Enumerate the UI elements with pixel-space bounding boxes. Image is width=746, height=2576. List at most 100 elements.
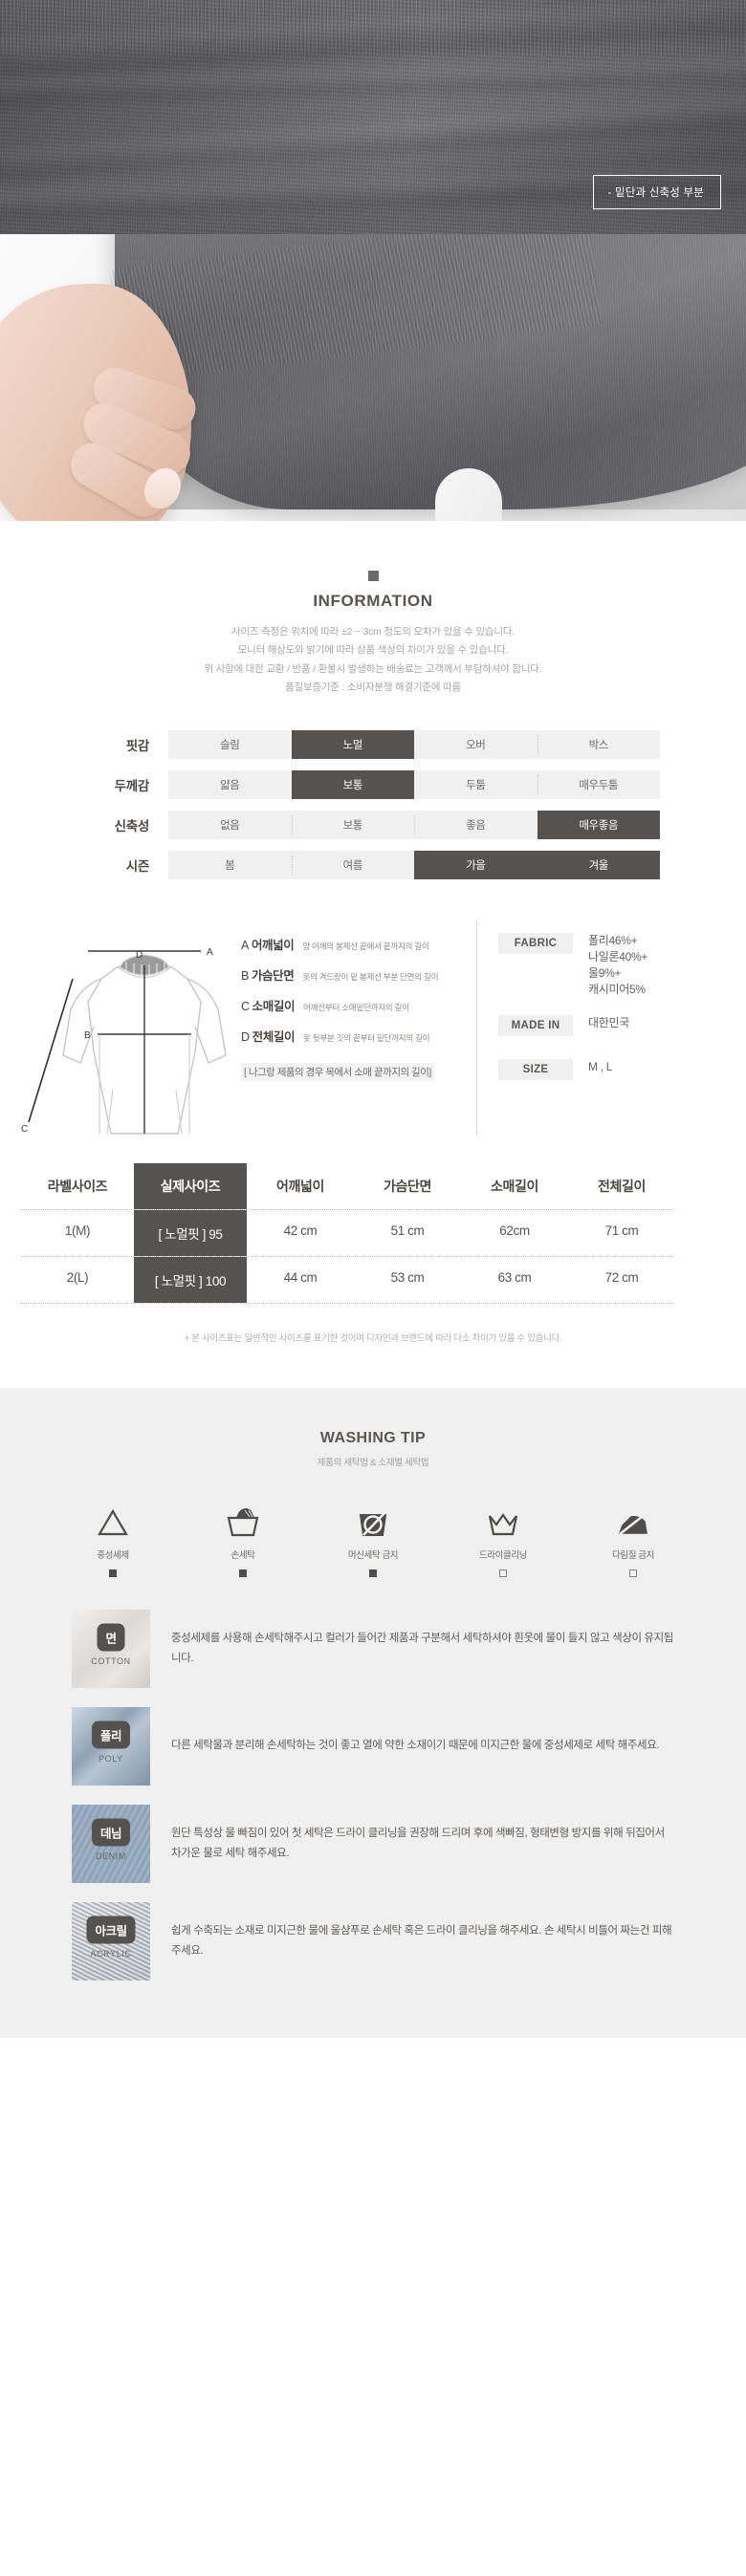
size-cell: 62cm — [499, 1223, 530, 1238]
fabric-badge: 폴리 — [91, 1721, 131, 1749]
fabric-swatch-poly: 폴리 POLY — [72, 1706, 150, 1786]
no-iron-icon — [618, 1511, 647, 1535]
washing-tip-subtitle: 제품의 세탁법 & 소재별 세탁법 — [317, 1457, 429, 1468]
attribute-option-selected[interactable]: 노멀 — [291, 729, 414, 759]
care-description: 원단 특성상 물 빠짐이 있어 첫 세탁은 드라이 클리닝을 권장해 드리며 후… — [171, 1827, 665, 1859]
size-table-header: 어깨넓이 — [276, 1178, 324, 1194]
information-line-3: 위 사항에 대한 교환 / 반품 / 환불시 발생하는 배송료는 고객께서 부담… — [204, 662, 542, 675]
size-cell-highlight: [ 노멀핏 ] 95 — [134, 1209, 247, 1256]
spec-tag-fabric: FABRIC — [498, 932, 573, 954]
size-table-header-highlight: 실제사이즈 — [134, 1162, 247, 1209]
legend-row-total: D 전체길이 옷 뒷부분 깃의 끝부터 밑단까지의 길이 — [241, 1027, 476, 1045]
attribute-option[interactable]: 좋음 — [414, 811, 538, 839]
measure-legend: A 어깨넓이 양 어깨의 봉제선 끝에서 끝까지의 길이 B 가슴단면 옷의 겨드랑… — [241, 920, 476, 1135]
size-table: 라벨사이즈 실제사이즈 어깨넓이 가슴단면 소매길이 전체길이 1(M) [ 노… — [21, 1162, 725, 1344]
legend-key: A 어깨넓이 — [241, 935, 295, 953]
attribute-option[interactable]: 없음 — [220, 819, 240, 832]
attribute-option[interactable]: 오버 — [466, 739, 486, 751]
svg-text:D: D — [136, 950, 143, 961]
rib-band — [0, 0, 746, 55]
attribute-label: 시즌 — [125, 858, 150, 874]
size-table-header: 소매길이 — [491, 1178, 538, 1194]
attribute-option[interactable]: 여름 — [291, 851, 415, 879]
care-item-acrylic: 아크릴 ACRYLIC 쉽게 수축되는 소재로 미지근한 물에 울샴푸로 손세탁… — [72, 1901, 674, 1981]
legend-desc: 어깨선부터 소매밑단까지의 길이 — [303, 1002, 409, 1012]
care-symbol-neutral-detergent: 중성세제 — [72, 1506, 154, 1577]
attribute-option-selected[interactable]: 보통 — [291, 769, 414, 799]
information-line-4: 품질보증기준 : 소비자분쟁 해결기준에 따름 — [285, 682, 461, 694]
garment-body — [109, 234, 746, 509]
attribute-scale: 얇음 보통 두툼 매우두툼 — [168, 769, 661, 799]
attribute-label: 핏감 — [125, 738, 150, 753]
care-symbol-label: 중성세제 — [97, 1549, 129, 1561]
legend-key: C 소매길이 — [241, 996, 295, 1014]
size-cell: 71 cm — [604, 1223, 639, 1238]
care-description: 다른 세탁물과 분리해 손세탁하는 것이 좋고 열에 약한 소재이기 때문에 미… — [171, 1740, 660, 1752]
care-item-denim: 데님 DENIM 원단 특성상 물 빠짐이 있어 첫 세탁은 드라이 클리닝을 … — [72, 1804, 674, 1883]
fabric-badge-en: POLY — [99, 1753, 123, 1764]
attribute-row-season: 시즌 봄 여름 가을 겨울 — [86, 850, 660, 879]
washing-tip-heading: WASHING TIP — [319, 1429, 427, 1446]
size-cell: 63 cm — [497, 1269, 532, 1285]
attribute-row-fit: 핏감 슬림 노멀 오버 박스 — [86, 729, 661, 759]
fabric-swatch-acrylic: 아크릴 ACRYLIC — [72, 1901, 150, 1981]
size-table-header: 라벨사이즈 — [47, 1178, 108, 1194]
garment-measure-diagram: A C — [13, 920, 241, 1135]
legend-key: B 가슴단면 — [241, 965, 295, 984]
attribute-option-selected[interactable]: 매우좋음 — [537, 810, 660, 839]
attribute-scale: 없음 보통 좋음 매우좋음 — [168, 810, 660, 839]
care-description: 중성세제를 사용해 손세탁해주시고 컬러가 들어간 제품과 구분해서 세탁하셔야… — [171, 1632, 673, 1664]
attribute-option[interactable]: 얇음 — [220, 779, 240, 791]
legend-row-shoulder: A 어깨넓이 양 어깨의 봉제선 끝에서 끝까지의 길이 — [241, 935, 476, 953]
no-machine-wash-icon — [359, 1511, 387, 1536]
care-symbol-state — [629, 1569, 637, 1577]
attribute-option[interactable]: 봄 — [225, 859, 235, 872]
product-photo-hem-closeup: - 밑단과 신축성 부분 — [0, 0, 746, 234]
attribute-label: 두께감 — [114, 778, 150, 793]
attribute-scale: 봄 여름 가을 겨울 — [168, 850, 660, 879]
dry-clean-icon — [488, 1512, 518, 1535]
hand-wash-icon — [227, 1507, 259, 1536]
spec-value-madein: 대한민국 — [588, 1015, 629, 1029]
spec-row-madein: MADE IN 대한민국 — [498, 1014, 706, 1036]
legend-name: 어깨넓이 — [251, 938, 295, 952]
information-section: INFORMATION 사이즈 측정은 위치에 따라 ±2 ~ 3cm 정도의 … — [0, 521, 746, 698]
attribute-option[interactable]: 두툼 — [466, 779, 486, 791]
table-divider — [21, 1208, 675, 1210]
attribute-row-thickness: 두께감 얇음 보통 두툼 매우두툼 — [86, 769, 661, 799]
legend-letter: C — [241, 999, 250, 1013]
attribute-option[interactable]: 슬림 — [220, 739, 240, 751]
legend-note: [ 나그랑 제품의 경우 목에서 소매 끝까지의 길이] — [241, 1062, 434, 1081]
spec-value-size: M , L — [588, 1059, 613, 1073]
legend-name: 전체길이 — [252, 1029, 296, 1044]
attribute-row-elasticity: 신축성 없음 보통 좋음 매우좋음 — [86, 810, 660, 839]
legend-desc: 양 어깨의 봉제선 끝에서 끝까지의 길이 — [302, 941, 429, 951]
knit-texture — [0, 0, 746, 234]
attribute-option[interactable]: 매우두툼 — [537, 770, 661, 799]
spec-tag-madein: MADE IN — [498, 1014, 573, 1036]
bleach-triangle-icon — [98, 1508, 128, 1535]
attribute-option[interactable]: 박스 — [537, 730, 661, 759]
product-detail-page: - 밑단과 신축성 부분 INFORMATION 사이즈 측정은 위치에 따라 … — [0, 0, 746, 2038]
fabric-badge: 데님 — [91, 1818, 131, 1847]
size-cell: 44 cm — [283, 1269, 318, 1285]
legend-key: D 전체길이 — [241, 1027, 295, 1045]
photo-shading — [0, 0, 746, 234]
table-divider — [21, 1302, 675, 1304]
care-symbol-row: 중성세제 손세탁 머신세탁 금지 — [0, 1506, 746, 1577]
attribute-option-selected[interactable]: 겨울 — [537, 850, 660, 879]
size-cell-highlight: [ 노멀핏 ] 100 — [134, 1256, 247, 1303]
table-divider — [21, 1255, 675, 1257]
svg-text:C: C — [21, 1124, 28, 1135]
size-table-header: 전체길이 — [598, 1178, 646, 1194]
legend-letter: B — [241, 968, 249, 983]
size-table-grid: 라벨사이즈 실제사이즈 어깨넓이 가슴단면 소매길이 전체길이 1(M) [ 노… — [21, 1162, 725, 1304]
photo-caption: - 밑단과 신축성 부분 — [592, 175, 721, 209]
attribute-option[interactable]: 보통 — [291, 811, 415, 839]
spec-row-fabric: FABRIC 폴리46%+ 나일론40%+ 울9%+ 캐시미어5% — [498, 932, 706, 998]
legend-desc: 옷 뒷부분 깃의 끝부터 밑단까지의 길이 — [303, 1032, 430, 1043]
attribute-option-selected[interactable]: 가을 — [414, 850, 538, 879]
care-symbol-state — [239, 1569, 247, 1577]
size-cell: 2(L) — [66, 1269, 89, 1285]
care-symbol-state — [109, 1569, 117, 1577]
